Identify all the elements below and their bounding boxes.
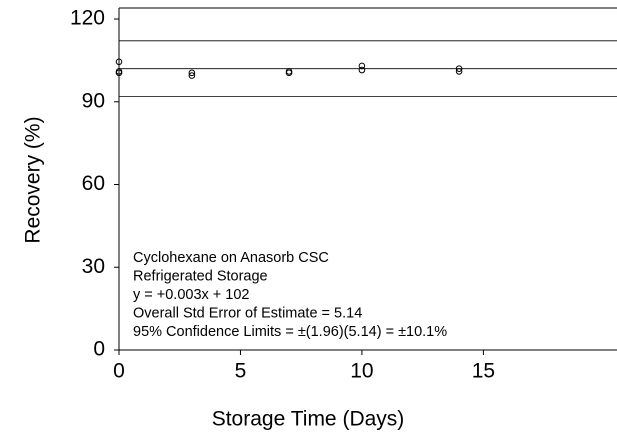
- annotation: Refrigerated Storage: [133, 268, 268, 284]
- x-tick-label: 5: [235, 360, 247, 383]
- y-tick-label: 30: [82, 255, 105, 278]
- annotation: Overall Std Error of Estimate = 5.14: [133, 305, 362, 321]
- data-point: [285, 68, 293, 75]
- x-tick-label: 10: [350, 360, 373, 383]
- data-point: [455, 68, 463, 75]
- y-tick-label: 0: [93, 338, 105, 361]
- data-point: [455, 65, 463, 72]
- annotation: Cyclohexane on Anasorb CSC: [133, 250, 329, 266]
- data-point: [188, 72, 196, 79]
- annotation: y = +0.003x + 102: [133, 287, 250, 303]
- data-point: [115, 58, 123, 66]
- data-point: [358, 62, 366, 70]
- y-axis-label: Recovery (%): [22, 116, 45, 243]
- data-point: [358, 66, 366, 74]
- x-tick-label: 15: [472, 360, 495, 383]
- x-axis-label: Storage Time (Days): [212, 408, 405, 431]
- data-point: [115, 69, 123, 77]
- y-tick-label: 60: [82, 172, 105, 195]
- data-point: [188, 69, 196, 77]
- y-tick-label: 90: [82, 89, 105, 112]
- x-tick-label: 0: [113, 360, 125, 383]
- annotation: 95% Confidence Limits = ±(1.96)(5.14) = …: [133, 324, 447, 340]
- y-tick-label: 120: [70, 7, 105, 30]
